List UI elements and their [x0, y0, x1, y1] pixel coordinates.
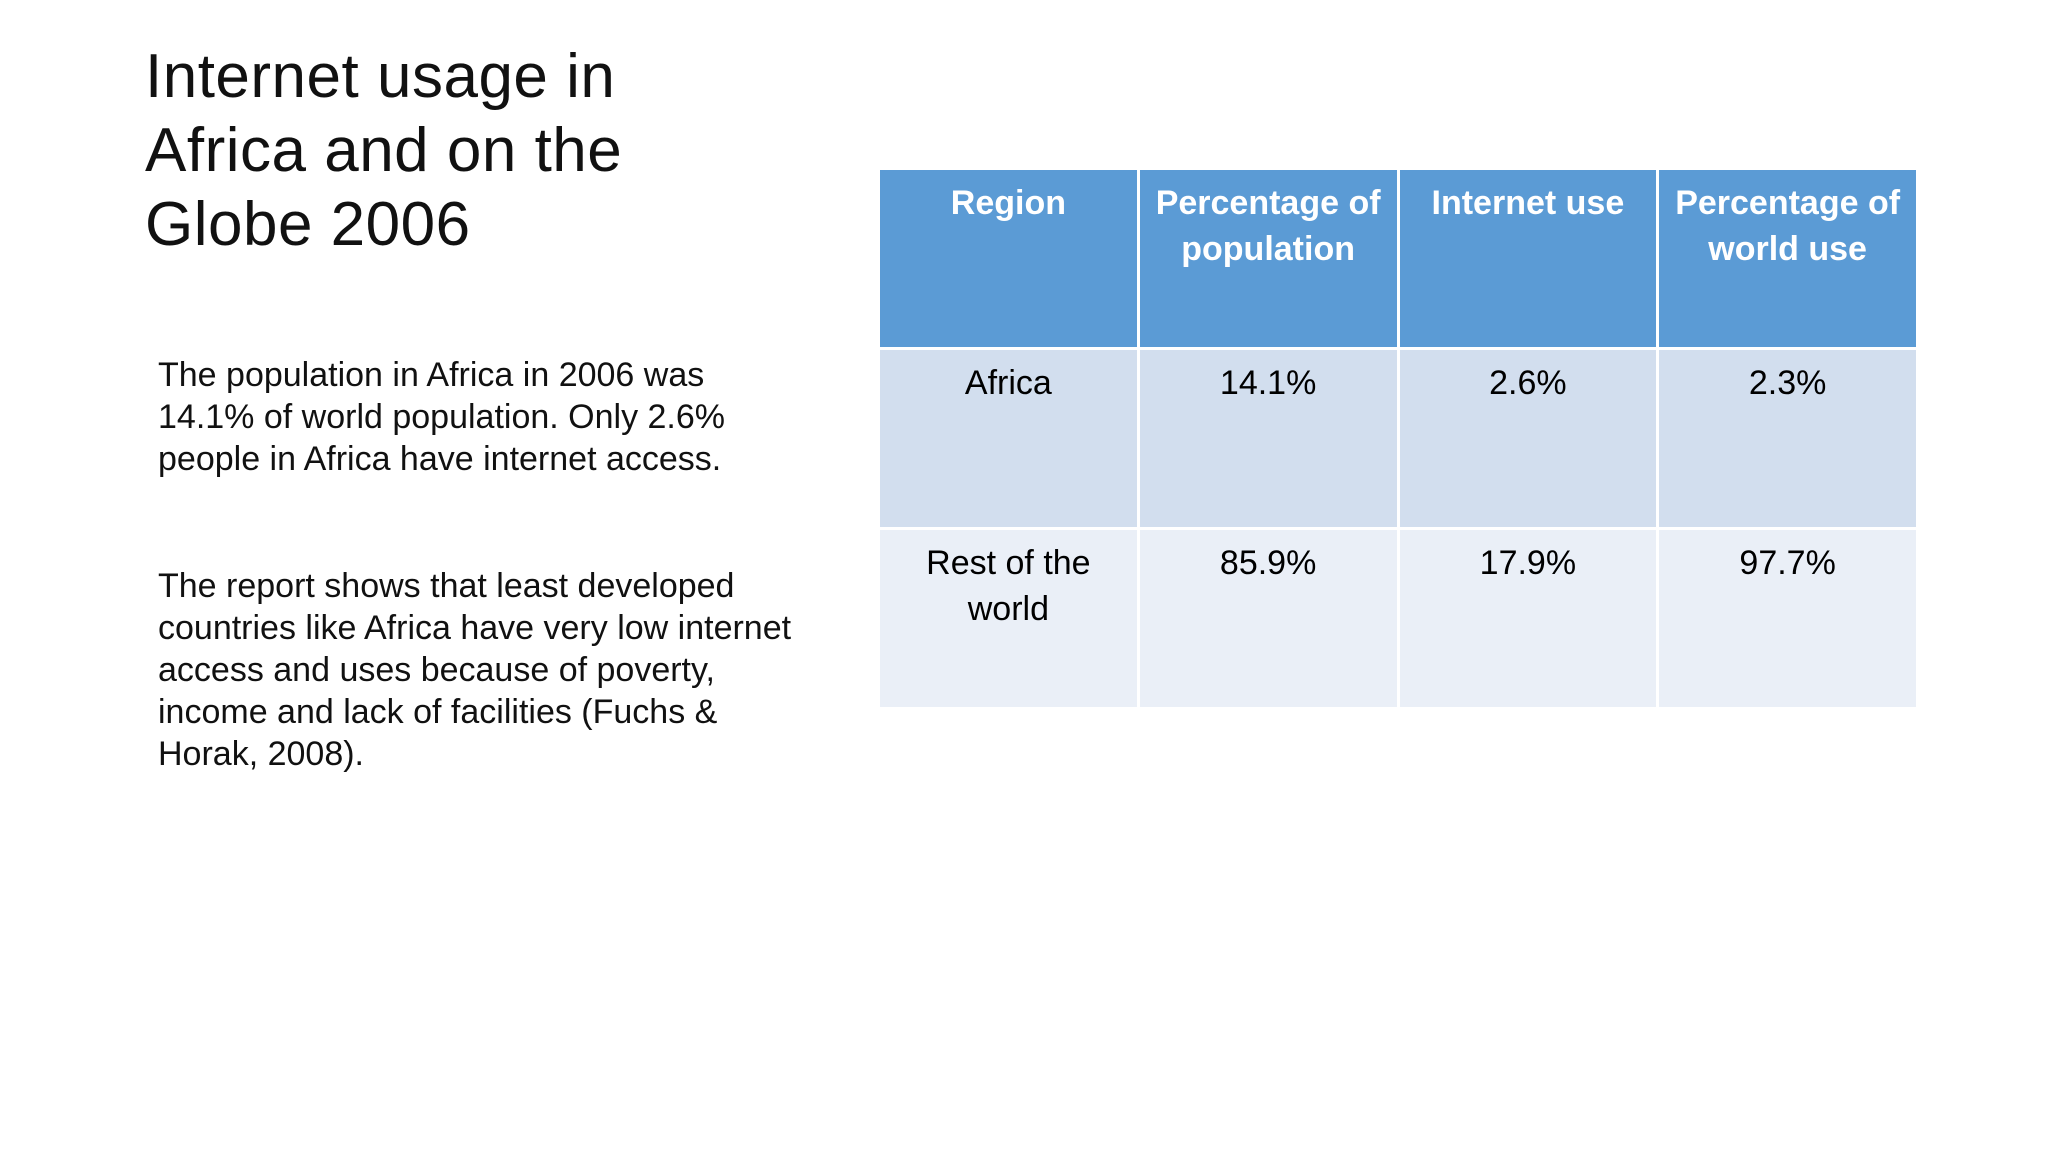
cell-internet-use: 17.9% — [1396, 527, 1660, 710]
cell-internet-use: 2.6% — [1396, 347, 1660, 530]
table-header-row: Region Percentage of population Internet… — [877, 167, 1919, 350]
cell-percentage-of-population: 14.1% — [1136, 347, 1400, 530]
table-row-rest-of-world: Rest of the world 85.9% 17.9% 97.7% — [877, 527, 1919, 710]
cell-region: Africa — [877, 347, 1140, 530]
slide-title: Internet usage in Africa and on the Glob… — [145, 42, 623, 259]
cell-region: Rest of the world — [877, 527, 1140, 710]
header-internet-use: Internet use — [1396, 167, 1660, 350]
header-percentage-of-world-use: Percentage of world use — [1656, 167, 1919, 350]
cell-percentage-of-population: 85.9% — [1136, 527, 1400, 710]
body-paragraph-report: The report shows that least developed co… — [158, 567, 792, 773]
header-percentage-of-population: Percentage of population — [1136, 167, 1400, 350]
header-region: Region — [877, 167, 1140, 350]
table-row-africa: Africa 14.1% 2.6% 2.3% — [877, 347, 1919, 530]
body-paragraph-population: The population in Africa in 2006 was 14.… — [158, 356, 726, 478]
cell-percentage-of-world-use: 2.3% — [1656, 347, 1919, 530]
cell-percentage-of-world-use: 97.7% — [1656, 527, 1919, 710]
internet-usage-table: Region Percentage of population Internet… — [877, 167, 1919, 710]
